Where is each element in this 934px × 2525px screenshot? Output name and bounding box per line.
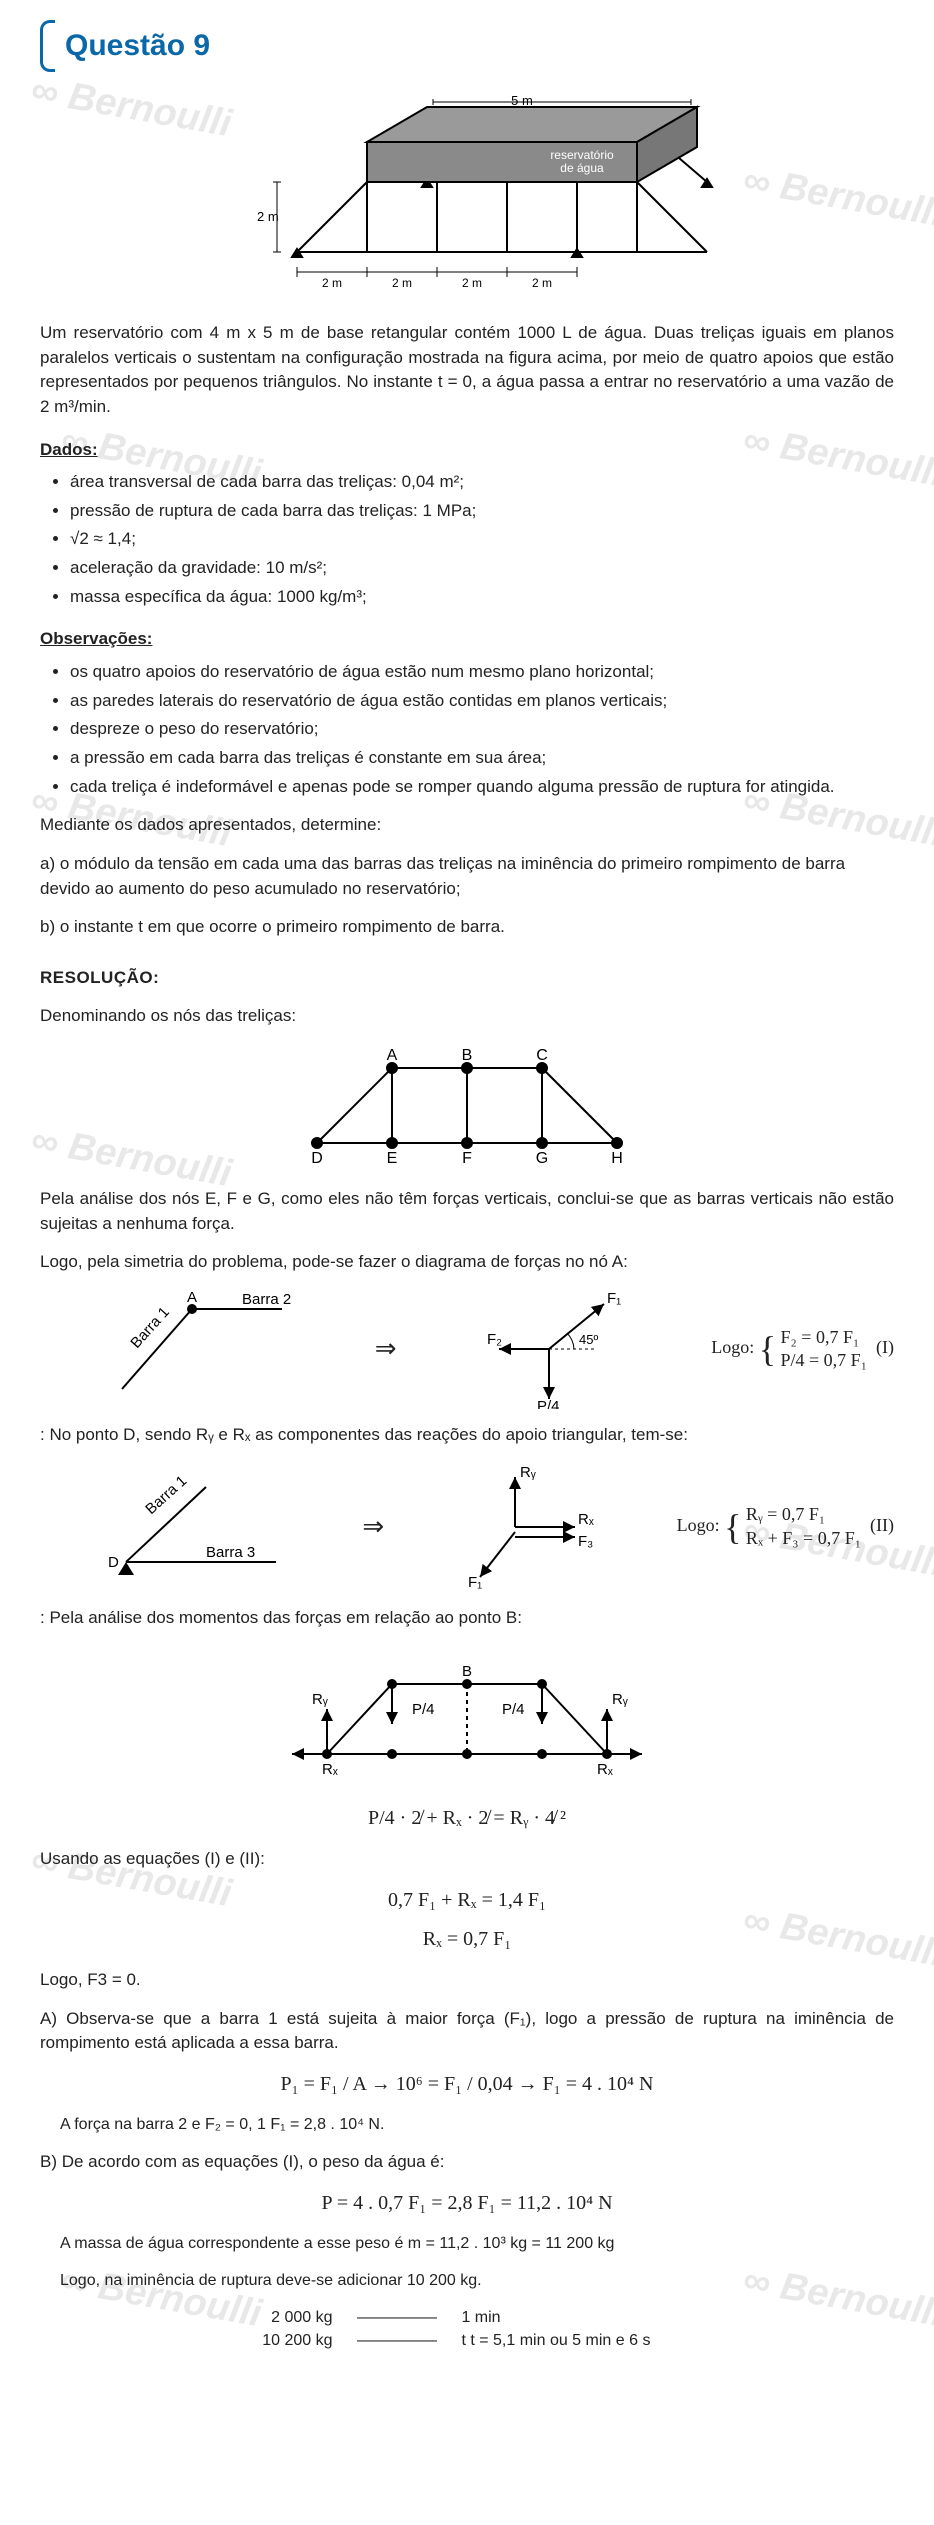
question-header: Questão 9 [40, 20, 894, 72]
node-F: F [462, 1150, 472, 1167]
diagD-barra3: Barra 3 [206, 1544, 255, 1561]
dados-item: √2 ≈ 1,4; [70, 527, 894, 552]
eq-moment: P/4 · 2̸ + Rₓ · 2̸ = Rᵧ · 4̸ ² [40, 1804, 894, 1833]
node-B: B [462, 1047, 473, 1064]
eq-sub2: Rₓ = 0,7 F₁ [40, 1925, 894, 1954]
fig-height: 2 m [257, 209, 279, 224]
item-b: b) o instante t em que ocorre o primeiro… [40, 915, 894, 940]
arrow-implies-1: ⇒ [375, 1330, 397, 1368]
diagD-eq: Logo: { Rᵧ = 0,7 F₁ Rₓ + F₃ = 0,7 F₁ (II… [677, 1501, 894, 1553]
dados-list: área transversal de cada barra das treli… [70, 470, 894, 609]
eq-A: P₁ = F₁ / A → 10⁶ = F₁ / 0,04 → F₁ = 4 .… [40, 2070, 894, 2099]
diagD-Ry: Rᵧ [520, 1464, 536, 1481]
question-title: Questão 9 [65, 24, 210, 68]
solution-s11: A massa de água correspondente a esse pe… [60, 2232, 894, 2255]
solution-s6: Usando as equações (I) e (II): [40, 1847, 894, 1872]
node-G: G [536, 1150, 548, 1167]
node-A: A [387, 1047, 398, 1064]
diagD-Rx: Rₓ [578, 1511, 594, 1528]
eq-sub1: 0,7 F₁ + Rₓ = 1,4 F₁ [40, 1886, 894, 1915]
solution-s1: Denominando os nós das treliças: [40, 1004, 894, 1029]
obs-item: os quatro apoios do reservatório de água… [70, 660, 894, 685]
diagram-B: B P/4 P/4 Rᵧ Rᵧ Rₓ Rₓ [40, 1644, 894, 1794]
obs-item: as paredes laterais do reservatório de á… [70, 689, 894, 714]
diagB-B: B [462, 1663, 472, 1680]
diagA-A: A [187, 1289, 197, 1306]
solution-s10: B) De acordo com as equações (I), o peso… [40, 2150, 894, 2175]
truss-diagram: A B C D E F G H [40, 1043, 894, 1173]
solution-s5: : Pela análise dos momentos das forças e… [40, 1606, 894, 1631]
diagA-barra2: Barra 2 [242, 1291, 291, 1308]
obs-item: cada treliça é indeformável e apenas pod… [70, 775, 894, 800]
solution-s3: Logo, pela simetria do problema, pode-se… [40, 1250, 894, 1275]
diagram-D: D Barra 1 Barra 3 ⇒ Rᵧ Rₓ F₃ F₁ Logo: { [40, 1462, 894, 1592]
dados-title: Dados: [40, 438, 894, 463]
dados-item: aceleração da gravidade: 10 m/s²; [70, 556, 894, 581]
main-figure: 5 m reservatório de água [40, 87, 894, 307]
intro-paragraph: Um reservatório com 4 m x 5 m de base re… [40, 321, 894, 420]
solution-s7: Logo, F3 = 0. [40, 1968, 894, 1993]
diagB-P4a: P/4 [412, 1701, 435, 1718]
diagA-barra1: Barra 1 [128, 1304, 174, 1352]
diagA-P4: P/4 [537, 1398, 560, 1409]
resolution-header: RESOLUÇÃO: [40, 966, 894, 991]
diagA-eq: Logo: { F₂ = 0,7 F₁ P/4 = 0,7 F₁ (I) [711, 1323, 894, 1375]
node-C: C [536, 1047, 548, 1064]
fig-base-seg-2: 2 m [392, 276, 412, 290]
node-E: E [387, 1150, 398, 1167]
solution-s8: A) Observa-se que a barra 1 está sujeita… [40, 2007, 894, 2056]
fig-base-seg-1: 2 m [322, 276, 342, 290]
solution-s9: A força na barra 2 e F₂ = 0, 1 F₁ = 2,8 … [60, 2113, 894, 2136]
diagB-Rx-l: Rₓ [322, 1761, 338, 1778]
fig-top-len: 5 m [511, 93, 533, 108]
item-a: a) o módulo da tensão em cada uma das ba… [40, 852, 894, 901]
obs-item: a pressão em cada barra das treliças é c… [70, 746, 894, 771]
solution-s2: Pela análise dos nós E, F e G, como eles… [40, 1187, 894, 1236]
arrow-implies-2: ⇒ [362, 1508, 384, 1546]
fig-base-seg-4: 2 m [532, 276, 552, 290]
dados-item: pressão de ruptura de cada barra das tre… [70, 499, 894, 524]
fig-reservoir-label-2: de água [560, 161, 604, 175]
dados-item: área transversal de cada barra das treli… [70, 470, 894, 495]
diagB-P4b: P/4 [502, 1701, 525, 1718]
diagB-Ry-l: Rᵧ [312, 1691, 328, 1708]
diagB-Rx-r: Rₓ [597, 1761, 613, 1778]
mediante-text: Mediante os dados apresentados, determin… [40, 813, 894, 838]
solution-s4: : No ponto D, sendo Rᵧ e Rₓ as component… [40, 1423, 894, 1448]
diagA-angle: 45º [579, 1332, 598, 1347]
obs-list: os quatro apoios do reservatório de água… [70, 660, 894, 799]
dados-item: massa específica da água: 1000 kg/m³; [70, 585, 894, 610]
diagD-barra1: Barra 1 [143, 1472, 191, 1518]
diagA-F1: F₁ [607, 1290, 621, 1307]
diagD-D: D [108, 1554, 119, 1571]
proportion-row-2: 10 200 kg ――――― t t = 5,1 min ou 5 min e… [40, 2329, 894, 2352]
diagA-F2: F₂ [487, 1331, 502, 1348]
obs-item: despreze o peso do reservatório; [70, 717, 894, 742]
diagD-F1: F₁ [468, 1574, 482, 1591]
diagB-Ry-r: Rᵧ [612, 1691, 628, 1708]
node-D: D [311, 1150, 323, 1167]
node-H: H [611, 1150, 623, 1167]
eq-B: P = 4 . 0,7 F₁ = 2,8 F₁ = 11,2 . 10⁴ N [40, 2189, 894, 2218]
solution-s12: Logo, na iminência de ruptura deve-se ad… [60, 2269, 894, 2292]
obs-title: Observações: [40, 627, 894, 652]
diagram-A: A Barra 2 Barra 1 ⇒ 45º F₁ F₂ P/4 Logo: … [40, 1289, 894, 1409]
diagD-F3: F₃ [578, 1533, 593, 1550]
proportion-row-1: 2 000 kg ――――― 1 min [40, 2306, 894, 2329]
fig-base-seg-3: 2 m [462, 276, 482, 290]
fig-reservoir-label-1: reservatório [550, 148, 614, 162]
header-cap-icon [40, 20, 55, 72]
